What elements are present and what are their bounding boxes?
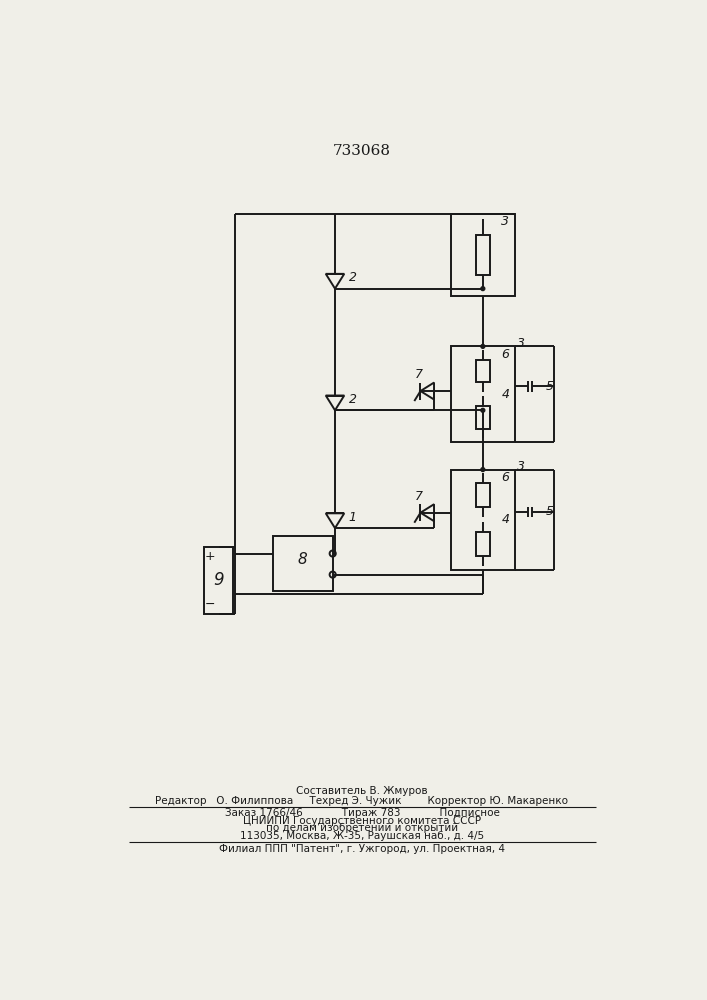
Circle shape	[481, 287, 485, 291]
Bar	[450, 346, 515, 442]
Text: Филиал ППП "Патент", г. Ужгород, ул. Проектная, 4: Филиал ППП "Патент", г. Ужгород, ул. Про…	[219, 844, 505, 854]
Text: 3: 3	[517, 337, 525, 350]
Text: 113035, Москва, Ж-35, Раушская наб., д. 4/5: 113035, Москва, Ж-35, Раушская наб., д. …	[240, 831, 484, 841]
Text: 4: 4	[501, 388, 509, 401]
Text: 1: 1	[349, 511, 357, 524]
Text: Редактор   О. Филиппова     Техред Э. Чужик        Корректор Ю. Макаренко: Редактор О. Филиппова Техред Э. Чужик Ко…	[156, 796, 568, 806]
Circle shape	[481, 408, 485, 412]
Bar	[476, 483, 490, 507]
Text: 8: 8	[298, 552, 308, 567]
Text: Заказ 1766/46            Тираж 783            Подписное: Заказ 1766/46 Тираж 783 Подписное	[225, 808, 499, 818]
Bar	[450, 470, 515, 570]
Bar	[476, 360, 490, 382]
Bar	[450, 214, 515, 296]
Text: 733068: 733068	[333, 144, 391, 158]
Text: 5: 5	[546, 505, 554, 518]
Bar	[476, 406, 490, 429]
Text: 4: 4	[501, 513, 509, 526]
Text: +: +	[204, 550, 215, 563]
Text: 9: 9	[214, 571, 224, 589]
Text: 2: 2	[349, 393, 357, 406]
Text: 5: 5	[546, 380, 554, 393]
Bar	[476, 235, 490, 275]
Text: 3: 3	[501, 215, 509, 228]
Text: 3: 3	[517, 460, 525, 473]
Circle shape	[481, 468, 485, 472]
Text: 2: 2	[349, 271, 357, 284]
Bar	[204, 547, 233, 614]
Text: ЦНИИПИ Государственного комитета СССР: ЦНИИПИ Государственного комитета СССР	[243, 816, 481, 826]
Circle shape	[481, 344, 485, 348]
Text: −: −	[204, 598, 215, 611]
Bar	[476, 532, 490, 556]
Bar	[273, 536, 333, 591]
Text: 6: 6	[501, 348, 509, 361]
Text: по делам изобретений и открытий: по делам изобретений и открытий	[266, 823, 458, 833]
Text: Составитель В. Жмуров: Составитель В. Жмуров	[296, 786, 428, 796]
Text: 6: 6	[501, 471, 509, 484]
Text: 7: 7	[415, 490, 423, 503]
Text: 7: 7	[415, 368, 423, 381]
